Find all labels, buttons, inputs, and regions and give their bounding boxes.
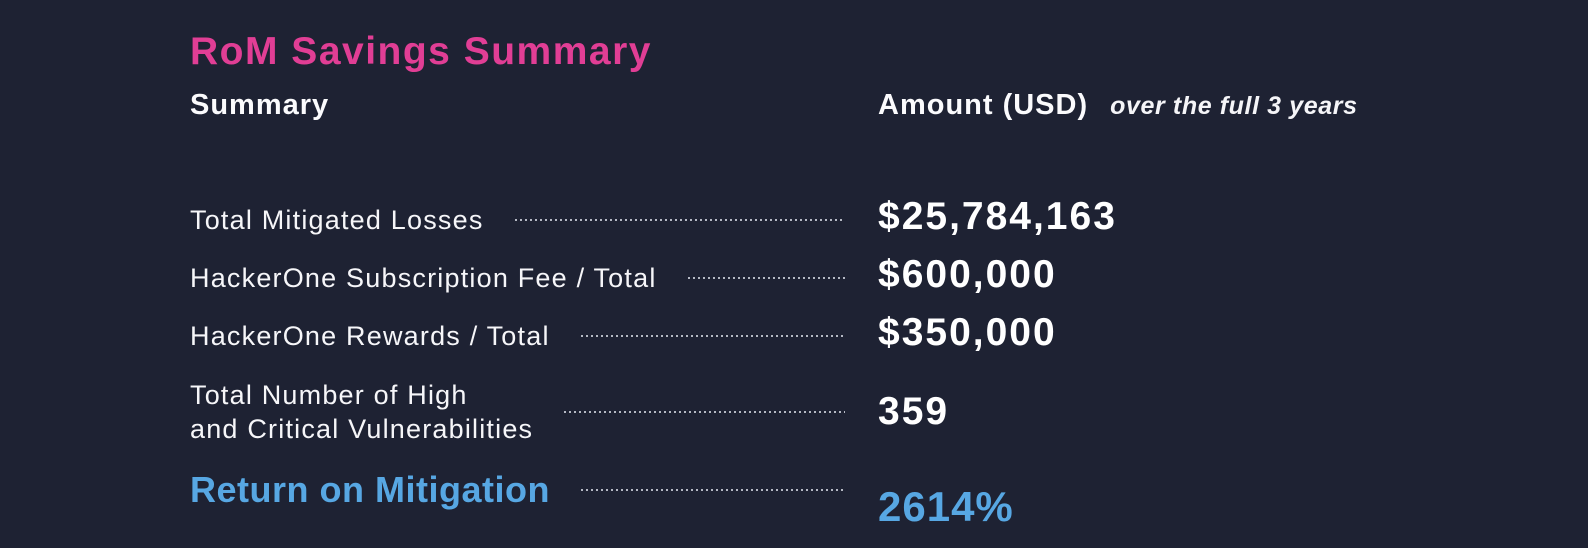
dotted-leader (687, 276, 845, 280)
dotted-leader (580, 488, 845, 492)
row-label: Total Number of High and Critical Vulner… (190, 380, 534, 444)
row-value: $350,000 (878, 311, 1057, 354)
column-header-summary: Summary (190, 89, 330, 121)
table-row-total-mitigated-losses: Total Mitigated Losses $25,784,163 (190, 195, 1548, 240)
row-label-cell: HackerOne Subscription Fee / Total (190, 258, 878, 298)
row-label-cell: Total Mitigated Losses (190, 200, 878, 240)
dotted-leader (564, 410, 845, 414)
row-value: $25,784,163 (878, 195, 1117, 238)
dotted-leader (580, 334, 845, 338)
row-value: $600,000 (878, 253, 1057, 296)
page-title: RoM Savings Summary (190, 30, 652, 73)
row-label-cell: Total Number of High and Critical Vulner… (190, 378, 878, 446)
label-column-header-cell: Summary (190, 87, 878, 123)
table-row-vulnerability-count: Total Number of High and Critical Vulner… (190, 378, 1548, 446)
table-row-rewards: HackerOne Rewards / Total $350,000 (190, 311, 1548, 356)
amount-period-note: over the full 3 years (1110, 92, 1358, 120)
table-row-return-on-mitigation: Return on Mitigation 2614% (190, 468, 1548, 532)
row-label-cell: Return on Mitigation (190, 468, 878, 512)
content-area: RoM Savings Summary Summary Amount (USD)… (0, 30, 1588, 532)
table-row-subscription-fee: HackerOne Subscription Fee / Total $600,… (190, 253, 1548, 298)
dotted-leader (514, 218, 845, 222)
row-label-cell: HackerOne Rewards / Total (190, 316, 878, 356)
row-value: 359 (878, 390, 950, 433)
amount-column-header-cell: Amount (USD) over the full 3 years (878, 87, 1548, 123)
row-label: Total Mitigated Losses (190, 205, 484, 235)
column-header-amount: Amount (USD) (878, 89, 1089, 121)
row-label: HackerOne Rewards / Total (190, 321, 550, 351)
row-value: 2614% (878, 483, 1014, 530)
row-label: Return on Mitigation (190, 469, 550, 510)
table-header-row: Summary Amount (USD) over the full 3 yea… (190, 87, 1548, 123)
row-label: HackerOne Subscription Fee / Total (190, 263, 657, 293)
